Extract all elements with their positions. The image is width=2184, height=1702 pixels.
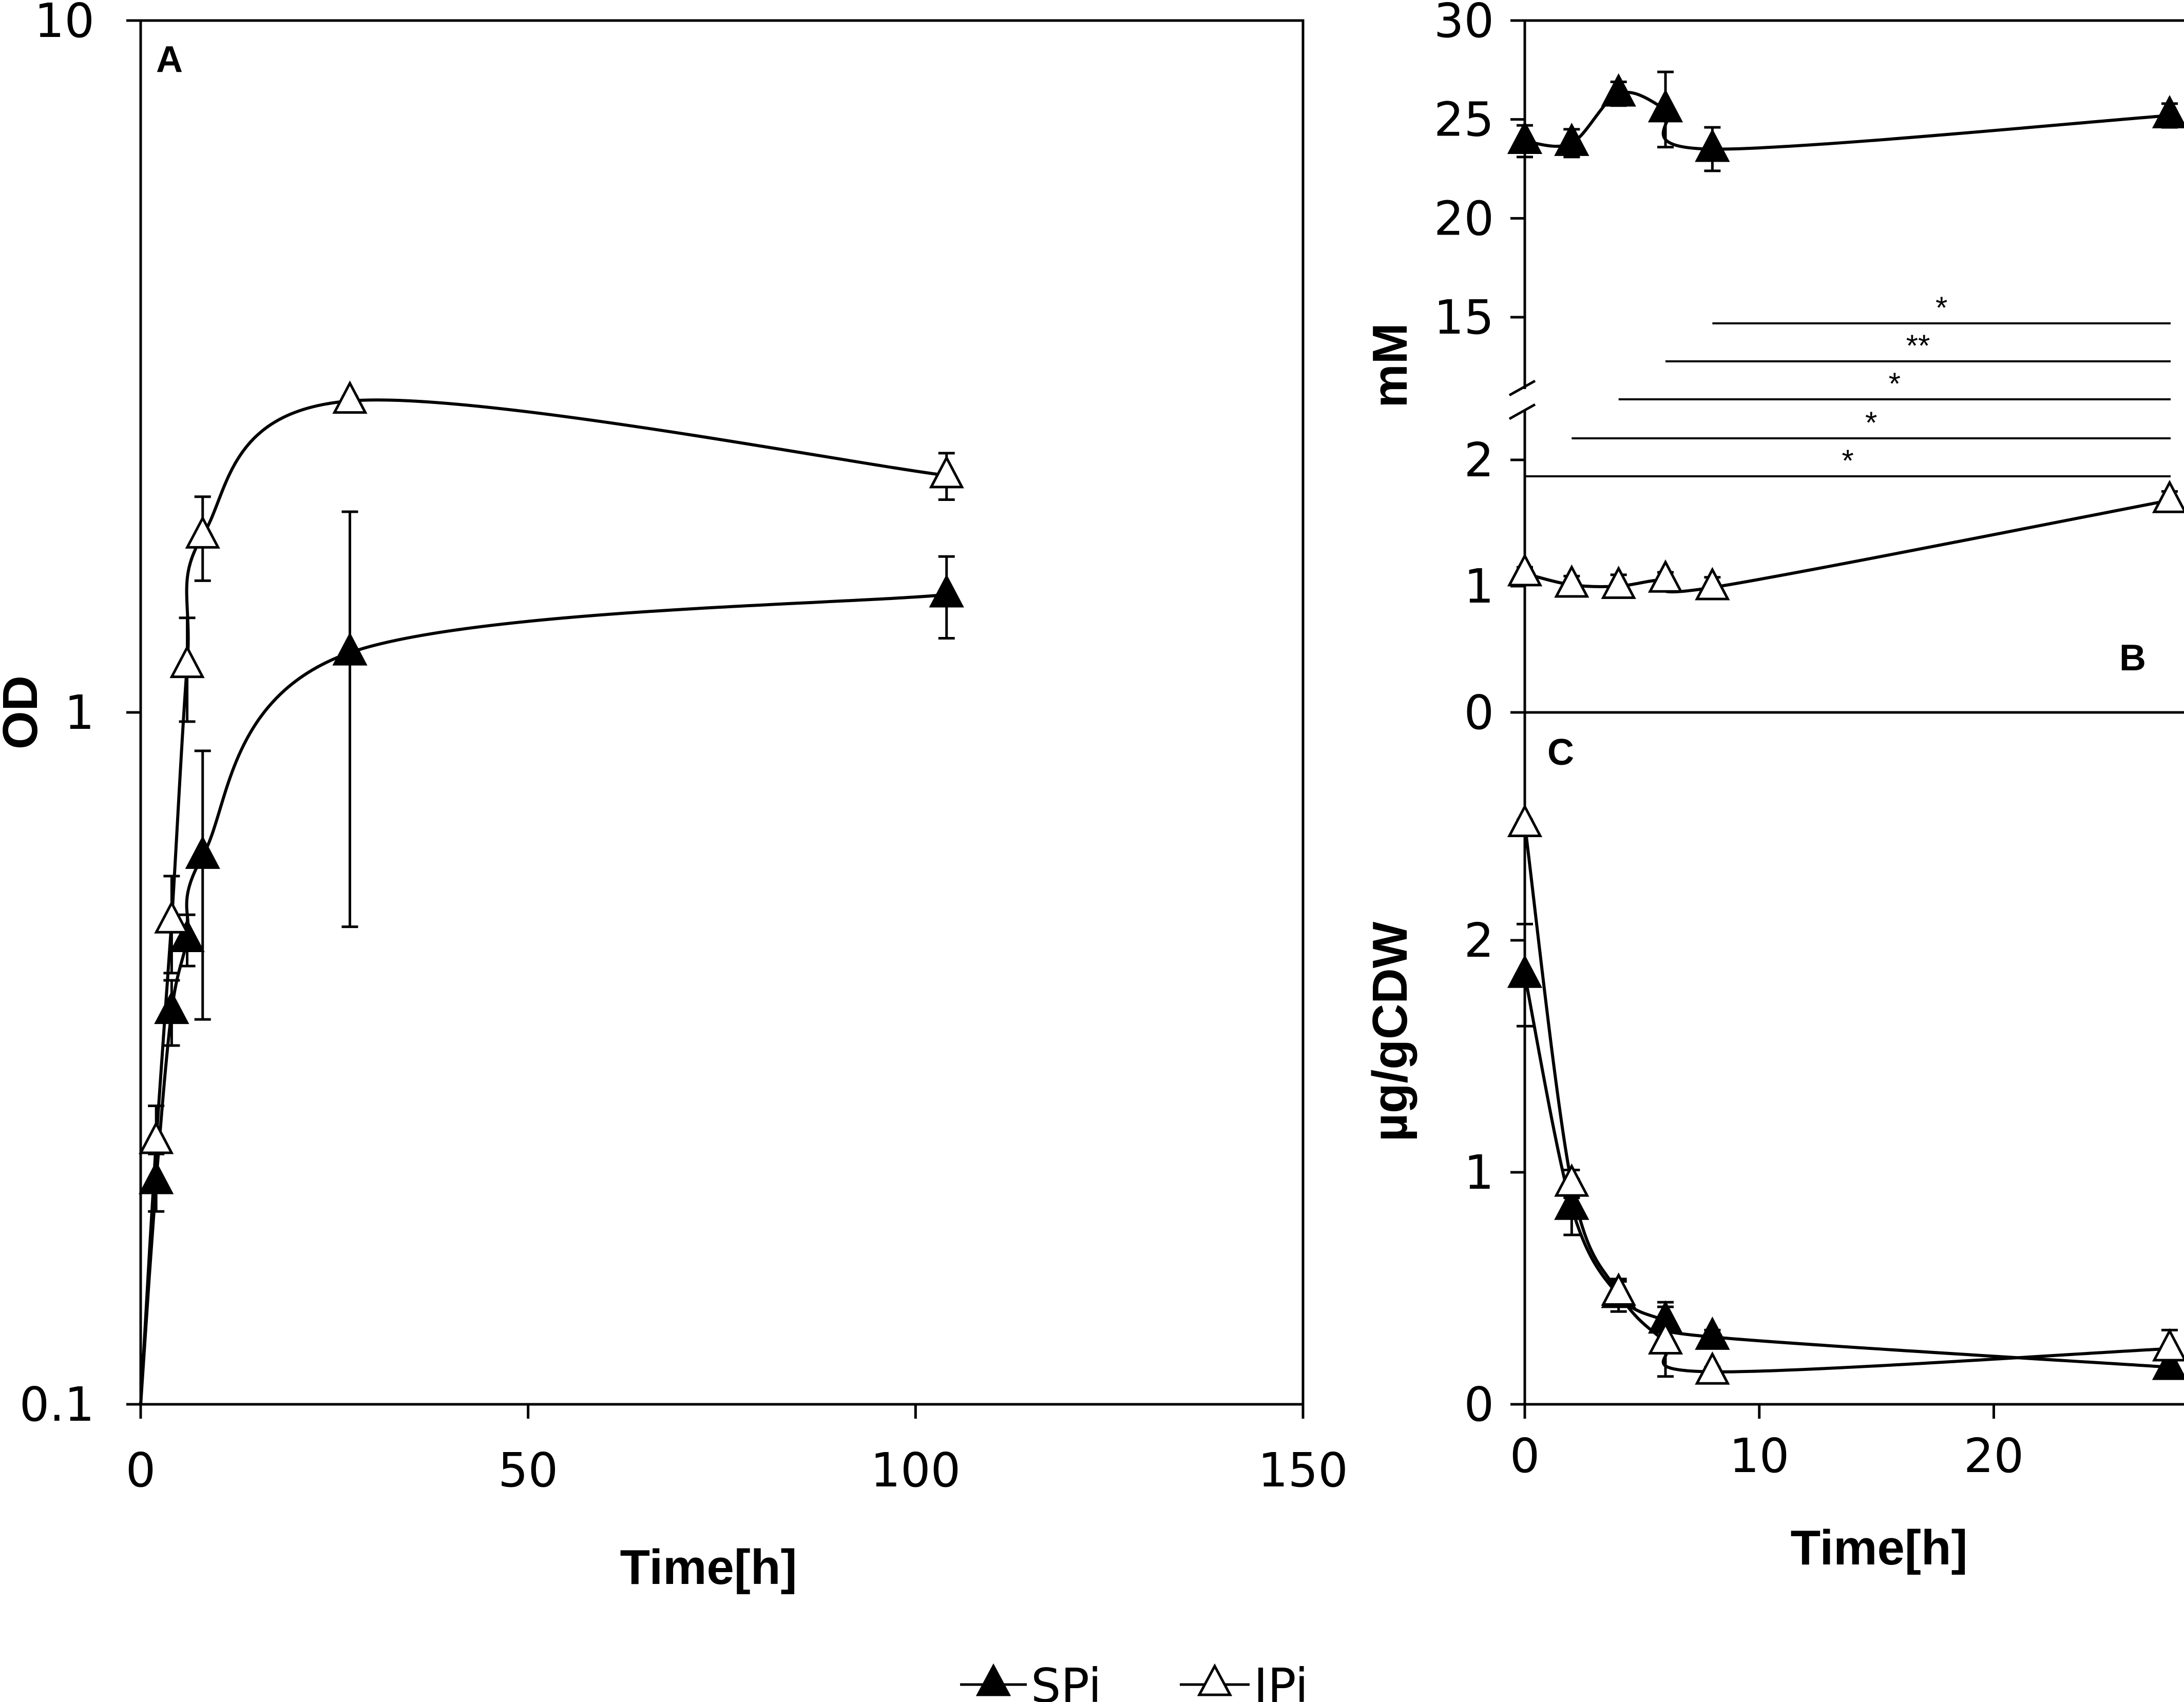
panel-a-ipi-point xyxy=(332,380,368,414)
axis-break-mark-top xyxy=(1508,379,1536,397)
panel-a-spi-point xyxy=(332,632,368,666)
panel-c-ipi-point xyxy=(1507,804,1543,837)
panel-a-x-tick-label: 150 xyxy=(1258,1443,1348,1498)
panel-c-ipi-point xyxy=(1695,1351,1730,1385)
legend-ipi-marker xyxy=(1197,1663,1233,1696)
legend-spi-marker xyxy=(975,1663,1011,1696)
panel-a-ticks: 0 50 100 150 0.1 1 10 xyxy=(20,0,1348,1498)
panel-b-spi-point xyxy=(1695,128,1730,162)
panel-b-spi-point xyxy=(1554,123,1589,156)
panel-c-y-tick-label: 0 xyxy=(1464,1377,1494,1432)
panel-c-ipi-point xyxy=(2152,1328,2184,1362)
panel-c-series xyxy=(1507,804,2184,1385)
panel-c-x-tick-label: 20 xyxy=(1964,1428,2024,1483)
panel-c-x-tick-label: 0 xyxy=(1510,1428,1540,1483)
panel-b-y-tick-label: 2 xyxy=(1464,433,1494,488)
panel-a-spi-line xyxy=(139,593,947,1405)
panel-b-ipi-point xyxy=(1601,566,1636,599)
panel-c-spi-point xyxy=(1695,1317,1730,1350)
panel-a-y-axis-title: OD xyxy=(0,675,48,749)
panel-a-frame xyxy=(139,19,1305,1406)
panel-b-y-tick-label: 0 xyxy=(1464,685,1494,740)
panel-b-spi-point xyxy=(1601,73,1636,107)
panel-b-y-tick-label: 20 xyxy=(1434,191,1494,246)
panel-c-x-axis-title: Time[h] xyxy=(1791,1520,1968,1575)
panel-a-x-axis-title: Time[h] xyxy=(620,1540,797,1595)
panel-b-spi-point xyxy=(1647,89,1683,123)
significance-marker: * xyxy=(1842,443,1853,478)
panel-b-ipi-point xyxy=(1507,553,1543,587)
panel-a-series xyxy=(139,380,964,1405)
significance-marker: ** xyxy=(1906,328,1930,363)
panel-b-y-tick-label: 25 xyxy=(1434,92,1494,147)
panel-c-ipi-point xyxy=(1647,1321,1683,1355)
panel-c-ipi-point xyxy=(1601,1272,1636,1306)
panel-a-x-tick-label: 0 xyxy=(126,1443,156,1498)
panel-b-spi-point xyxy=(2152,95,2184,128)
panel-c-x-tick-label: 10 xyxy=(1729,1428,1789,1483)
panel-b-y-tick-label: 15 xyxy=(1434,290,1494,345)
panel-a-ipi-point xyxy=(169,645,205,679)
panel-c-ticks: 0 10 20 0 1 2 xyxy=(1464,913,2024,1483)
panel-b-ticks: 15 20 25 30 0 1 2 xyxy=(1434,0,1525,740)
panel-c-label: C xyxy=(1547,732,1574,773)
panel-c-y-tick-label: 2 xyxy=(1464,913,1494,968)
panel-b-significance: ****** xyxy=(1525,291,2171,478)
panel-b-y-axis-title: mM xyxy=(1363,323,1417,408)
panel-b-ipi-point xyxy=(2152,479,2184,513)
panel-b-series xyxy=(1507,70,2184,601)
panel-b-ipi-point xyxy=(1554,564,1589,598)
panel-b-ipi-point xyxy=(1647,559,1683,593)
legend: SPi IPi xyxy=(960,1658,1308,1702)
significance-marker: * xyxy=(1889,366,1901,401)
panel-b-spi-point xyxy=(1507,121,1543,154)
panel-b-ipi-point xyxy=(1695,567,1730,601)
panel-c: C Time[h] µg/gCDW 0 10 20 0 1 2 xyxy=(1363,732,2184,1575)
panel-a-spi-point xyxy=(185,835,220,869)
panel-c-ipi-point xyxy=(1554,1163,1589,1197)
panel-a-ipi-point xyxy=(929,455,964,489)
panel-c-spi-line xyxy=(1523,975,2170,1369)
panel-b-label: B xyxy=(2119,637,2146,679)
panel-a-y-tick-label: 10 xyxy=(34,0,94,48)
panel-a-spi-point xyxy=(154,991,189,1024)
panel-a-ipi-point xyxy=(154,900,189,934)
panel-a-spi-point xyxy=(169,919,205,953)
panel-a-ipi-point xyxy=(185,515,220,549)
panel-c-y-tick-label: 1 xyxy=(1464,1145,1494,1200)
significance-marker: * xyxy=(1865,405,1877,440)
panel-a-ipi-line xyxy=(139,398,947,1405)
panel-c-ipi-line xyxy=(1523,824,2170,1374)
panel-a: A Time[h] OD 0 50 100 150 0.1 1 10 xyxy=(0,0,1348,1595)
panel-a-y-tick-label: 0.1 xyxy=(20,1377,94,1432)
panel-a-spi-point xyxy=(929,574,964,608)
panel-b-y-tick-label: 1 xyxy=(1464,559,1494,614)
panel-a-y-tick-label: 1 xyxy=(64,685,94,740)
panel-c-y-axis-title: µg/gCDW xyxy=(1363,921,1417,1142)
panel-b-y-tick-label: 30 xyxy=(1434,0,1494,48)
significance-marker: * xyxy=(1936,291,1947,325)
legend-ipi-label: IPi xyxy=(1254,1658,1308,1702)
panel-c-spi-point xyxy=(1507,954,1543,988)
panel-a-x-tick-label: 100 xyxy=(871,1443,961,1498)
panel-a-x-tick-label: 50 xyxy=(498,1443,558,1498)
axis-break-mark-bottom xyxy=(1508,403,1536,420)
panel-a-ipi-point xyxy=(139,1120,174,1154)
panel-a-label: A xyxy=(156,39,183,80)
legend-spi-label: SPi xyxy=(1031,1658,1101,1702)
